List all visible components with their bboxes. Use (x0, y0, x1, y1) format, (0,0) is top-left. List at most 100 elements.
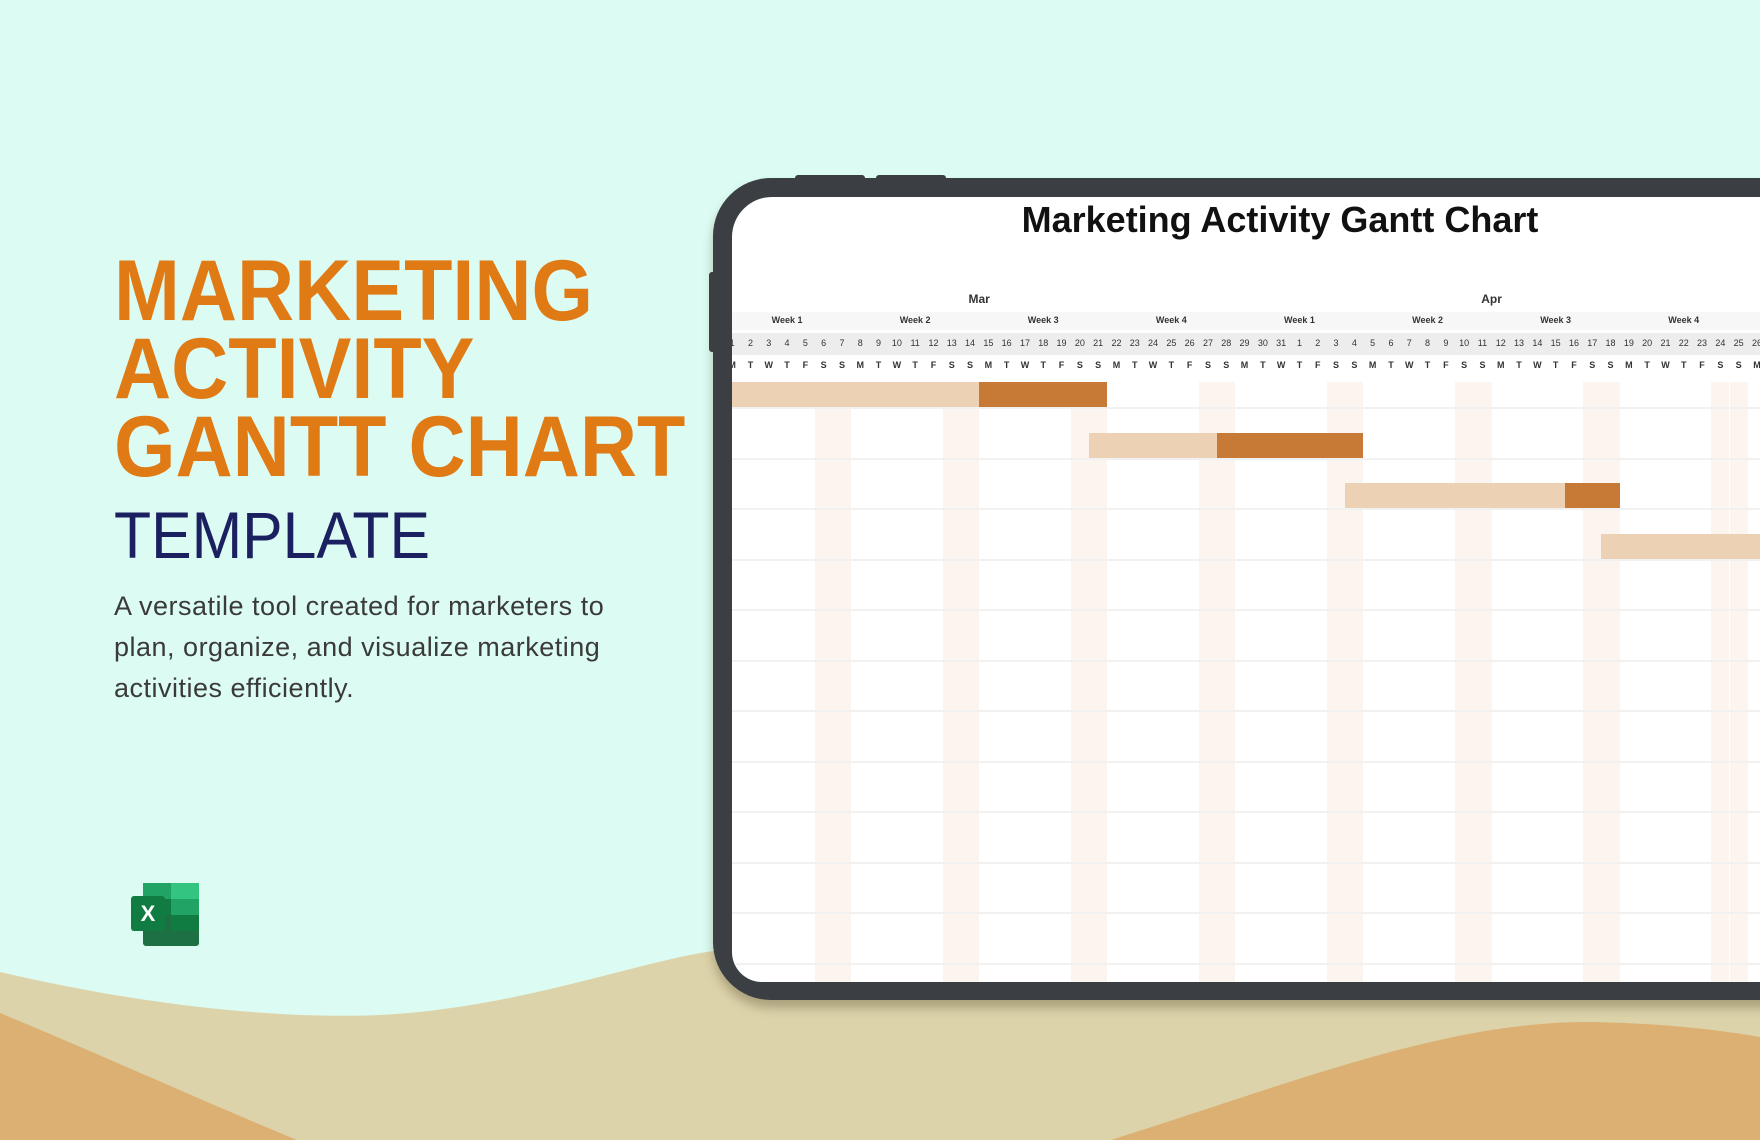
weekday-label: S (1223, 360, 1230, 370)
weekday-label: T (1644, 360, 1650, 370)
date-label: 18 (1605, 338, 1616, 348)
weekday-label: W (1661, 360, 1670, 370)
weekend-column (832, 382, 852, 982)
weekday-label: W (1148, 360, 1158, 370)
description: A versatile tool created for marketers t… (114, 591, 605, 703)
date-label: 7 (839, 338, 845, 348)
row-divider (732, 407, 1760, 409)
subtitle: TEMPLATE (114, 498, 431, 572)
row-divider (732, 811, 1760, 813)
weekday-label: W (1533, 360, 1542, 370)
date-label: 16 (1568, 338, 1579, 348)
weekday-label: S (1735, 360, 1742, 370)
excel-icon: X (131, 883, 199, 946)
date-label: 9 (876, 338, 882, 348)
week-label: Week 2 (899, 315, 931, 325)
headline-line-3: GANTT CHART (114, 399, 686, 495)
date-label: 22 (1111, 338, 1122, 348)
weekday-label: S (1351, 360, 1358, 370)
weekday-label: M (856, 360, 864, 370)
date-label: 15 (983, 338, 994, 348)
weekday-label: W (764, 360, 773, 370)
date-label: 2 (1315, 338, 1321, 348)
date-label: 20 (1074, 338, 1085, 348)
weekend-column (1345, 382, 1364, 982)
weekday-label: T (1424, 360, 1431, 370)
date-label: 1 (732, 338, 735, 348)
row-divider (732, 659, 1760, 662)
week-label: Week 1 (1284, 315, 1315, 325)
week-label: Week 3 (1027, 315, 1059, 325)
date-label: 11 (1477, 338, 1488, 348)
weekday-label: T (1552, 360, 1559, 370)
weekday-label: T (1516, 360, 1522, 370)
date-label: 22 (1678, 338, 1689, 348)
weekday-label: T (1131, 360, 1138, 370)
weekend-column (1070, 382, 1089, 982)
weekend-column (1711, 382, 1730, 982)
weekend-column (960, 382, 980, 982)
weekend-column (1217, 382, 1236, 982)
planned-bar (1345, 483, 1565, 508)
planned-bar (1601, 533, 1760, 559)
date-label: 13 (1514, 338, 1525, 348)
weekday-label: M (1625, 360, 1633, 370)
date-label: 5 (1370, 338, 1376, 348)
weekday-label: T (1040, 360, 1046, 370)
week-label: Week 3 (1540, 315, 1572, 325)
weekday-label: W (1020, 360, 1030, 370)
date-label: 3 (766, 338, 772, 348)
date-label: 10 (1459, 338, 1470, 348)
row-divider (732, 861, 1760, 864)
date-label: 24 (1148, 338, 1159, 348)
weekday-label: F (1699, 360, 1705, 370)
date-label: 14 (1532, 338, 1543, 348)
date-label: 5 (802, 338, 808, 348)
date-label: 6 (821, 338, 827, 348)
weekday-label: F (1571, 360, 1577, 370)
weekday-label: S (1607, 360, 1614, 370)
date-label: 9 (1443, 338, 1449, 348)
weekday-label: T (1168, 360, 1175, 370)
date-label: 25 (1733, 338, 1744, 348)
date-label: 19 (1056, 338, 1067, 348)
date-band (732, 333, 1760, 355)
weekend-column (1473, 382, 1492, 982)
week-label: Week 4 (1155, 315, 1187, 325)
chart-title: Marketing Activity Gantt Chart (1021, 199, 1539, 240)
planned-bar (732, 382, 980, 407)
weekday-label: F (1186, 360, 1193, 370)
row-divider (732, 508, 1760, 510)
week-label: Week 2 (1412, 315, 1443, 325)
weekday-label: F (930, 360, 937, 370)
row-divider (732, 457, 1760, 460)
weekday-label: M (1496, 360, 1505, 370)
date-label: 24 (1715, 338, 1726, 348)
weekday-label: S (1717, 360, 1724, 370)
progress-bar (1217, 432, 1364, 458)
weekday-label: S (1461, 360, 1468, 370)
weekday-label: W (1276, 360, 1286, 370)
weekday-label: S (1589, 360, 1596, 370)
weekday-label: T (747, 360, 754, 370)
date-label: 26 (1751, 338, 1760, 348)
weekday-label: S (838, 360, 845, 370)
weekday-label: M (732, 360, 736, 370)
date-label: 29 (1239, 338, 1250, 348)
week-label: Week 1 (771, 315, 803, 325)
date-label: 31 (1276, 338, 1287, 348)
weekday-label: F (1443, 360, 1449, 370)
weekday-label: M (1112, 360, 1121, 370)
date-label: 21 (1660, 338, 1671, 348)
weekday-label: F (1314, 360, 1321, 370)
date-label: 13 (946, 338, 957, 348)
weekend-column (1089, 382, 1108, 982)
progress-bar (979, 382, 1108, 407)
month-label: Apr (1481, 292, 1502, 306)
weekday-label: F (1058, 360, 1065, 370)
date-label: 26 (1184, 338, 1195, 348)
weekday-label: S (1095, 360, 1102, 370)
weekday-label: T (1003, 360, 1010, 370)
weekday-label: M (1753, 360, 1760, 370)
date-label: 4 (1351, 338, 1357, 348)
